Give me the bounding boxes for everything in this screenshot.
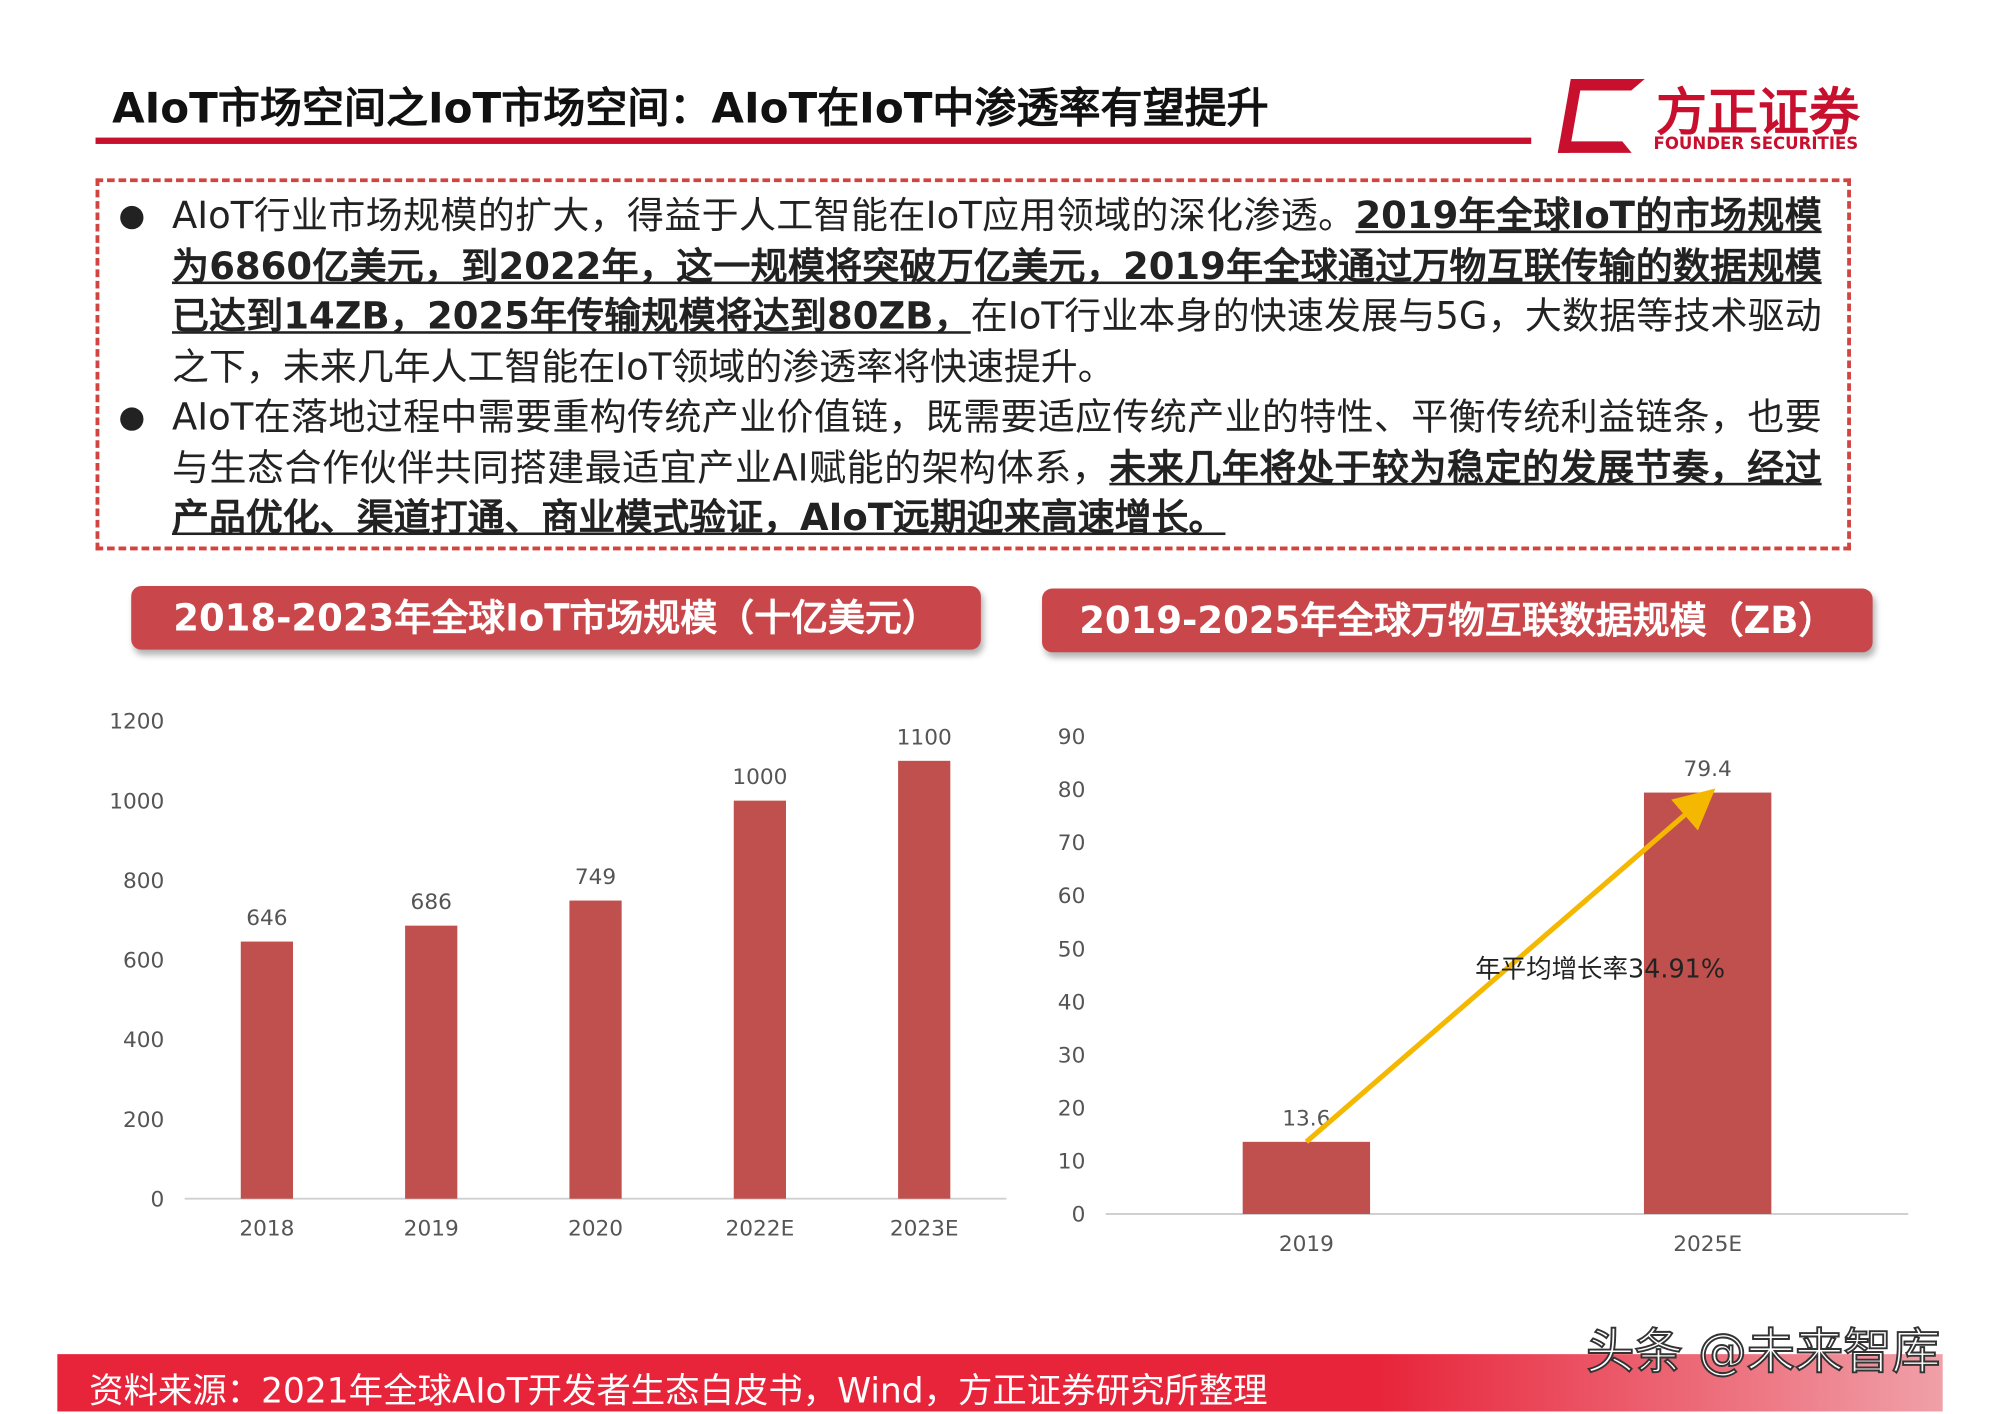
x-tick-label: 2025E [1673, 1232, 1742, 1257]
bar [1643, 792, 1772, 1215]
bold-text: 未来几年将处于较为稳定的发展节奏，经过产品优化、渠道打通、商业模式验证，AIoT… [171, 445, 1822, 539]
y-tick-label: 400 [123, 1028, 164, 1053]
data-label: 686 [411, 890, 452, 915]
data-label: 1100 [897, 725, 952, 750]
x-tick-label: 2020 [568, 1217, 623, 1242]
y-tick-label: 40 [1058, 990, 1086, 1015]
y-tick-label: 1200 [109, 710, 164, 735]
slide-title: AIoT市场空间之IoT市场空间：AIoT在IoT中渗透率有望提升 [112, 82, 1269, 133]
bar [569, 900, 622, 1199]
bold-text: 2019年全球IoT的市场规模为6860亿美元，到2022年，这一规模将突破万亿… [171, 193, 1822, 338]
y-tick-label: 60 [1058, 884, 1086, 909]
annotation: 年平均增长率34.91% [1475, 954, 1725, 984]
y-tick-label: 70 [1058, 831, 1086, 856]
x-tick-label: 2023E [890, 1217, 959, 1242]
data-label: 646 [246, 906, 287, 931]
footer-band [57, 1354, 1943, 1412]
title-rule [95, 137, 1532, 144]
logo-subtext: FOUNDER SECURITIES [1653, 135, 1859, 155]
y-tick-label: 200 [123, 1108, 164, 1133]
data-label: 1000 [732, 765, 787, 790]
y-tick-label: 800 [123, 869, 164, 894]
logo-text: 方正证券 [1656, 84, 1860, 143]
y-tick-label: 600 [123, 949, 164, 974]
y-tick-label: 1000 [109, 789, 164, 814]
source-note: 资料来源：2021年全球AIoT开发者生态白皮书，Wind，方正证券研究所整理 [89, 1371, 1268, 1412]
y-tick-label: 90 [1058, 725, 1086, 750]
bullet: AIoT行业市场规模的扩大，得益于人工智能在IoT应用领域的深化渗透。2019年… [118, 191, 1822, 392]
x-tick-label: 2018 [239, 1217, 294, 1242]
bar [733, 800, 786, 1199]
x-tick-label: 2019 [1279, 1232, 1334, 1257]
bullet: AIoT在落地过程中需要重构传统产业价值链，既需要适应传统产业的特性、平衡传统利… [118, 392, 1822, 543]
bullet-list: AIoT行业市场规模的扩大，得益于人工智能在IoT应用领域的深化渗透。2019年… [118, 191, 1822, 543]
y-tick-label: 50 [1058, 937, 1086, 962]
bar [240, 941, 293, 1199]
data-label: 749 [575, 865, 616, 890]
y-tick-label: 0 [151, 1187, 165, 1212]
bar [898, 760, 951, 1199]
text: AIoT行业市场规模的扩大，得益于人工智能在IoT应用领域的深化渗透。 [171, 193, 1356, 237]
watermark: 头条 @未来智库 [1585, 1323, 1941, 1381]
chart-title: 2019-2025年全球万物互联数据规模（ZB） [1042, 588, 1873, 653]
text-box [95, 178, 1851, 551]
text: 在IoT行业本身的快速发展与5G，大数据等技术驱动之下，未来几年人工智能在IoT… [171, 294, 1822, 388]
data-label: 79.4 [1684, 757, 1732, 782]
chart-title: 2018-2023年全球IoT市场规模（十亿美元） [131, 585, 981, 650]
text: AIoT在落地过程中需要重构传统产业价值链，既需要适应传统产业的特性、平衡传统利… [171, 394, 1822, 489]
y-tick-label: 10 [1058, 1150, 1086, 1175]
y-tick-label: 0 [1072, 1203, 1086, 1228]
y-tick-label: 80 [1058, 778, 1086, 803]
y-tick-label: 30 [1058, 1043, 1086, 1068]
x-tick-label: 2022E [726, 1217, 795, 1242]
bar [405, 925, 458, 1199]
x-tick-label: 2019 [404, 1217, 459, 1242]
bar [1242, 1141, 1371, 1215]
y-tick-label: 20 [1058, 1097, 1086, 1122]
trend-arrow [1304, 788, 1716, 1144]
